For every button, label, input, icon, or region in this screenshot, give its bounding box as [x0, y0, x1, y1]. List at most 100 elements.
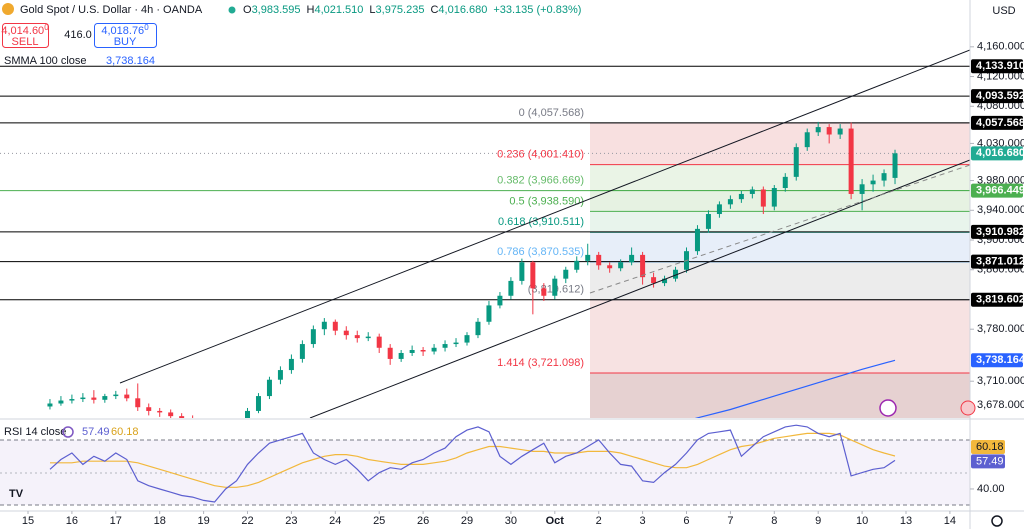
settings-icon[interactable]: [991, 515, 1003, 527]
x-tick-label: 26: [417, 515, 429, 527]
candle-body: [420, 350, 426, 352]
x-tick-label: 14: [944, 515, 956, 527]
x-tick-label: 9: [815, 515, 821, 527]
level-tag: 4,093.592: [976, 90, 1024, 102]
candle-body: [651, 277, 657, 284]
currency[interactable]: USD: [992, 5, 1015, 17]
candle-body: [826, 127, 832, 135]
candle-body: [815, 127, 821, 133]
fib-label: 0.786 (3,870.535): [497, 246, 584, 258]
candle-body: [563, 269, 569, 279]
candle-body: [266, 379, 272, 397]
x-tick-label: 23: [285, 515, 297, 527]
smma-tag-box: [971, 353, 1023, 368]
level-tag: 4,016.680: [976, 147, 1024, 159]
symbol[interactable]: Gold Spot / U.S. Dollar · 4h · OANDA: [20, 4, 203, 16]
level-tag: 3,871.012: [976, 255, 1024, 267]
rsi-ma-value: 60.18: [111, 426, 139, 438]
candle-body: [431, 347, 437, 352]
candle-body: [398, 352, 404, 359]
y-tick-label: 4,160.000: [977, 41, 1024, 53]
level-tag: 3,966.449: [976, 185, 1024, 197]
sell-button[interactable]: [2, 23, 49, 48]
candle-body: [453, 342, 459, 345]
ohlc-key: L: [369, 4, 375, 16]
candle-body: [354, 335, 360, 339]
axes: 4,160.0004,120.0004,080.0004,030.0003,98…: [22, 41, 1024, 527]
y-tick-label: 3,980.000: [977, 174, 1024, 186]
x-tick-label: 8: [771, 515, 777, 527]
symbol-icon: [2, 3, 14, 15]
candle-body: [277, 370, 283, 380]
y-tick-label: 3,710.000: [977, 375, 1024, 387]
x-tick-label: 7: [727, 515, 733, 527]
y-tick-label: 4,120.000: [977, 70, 1024, 82]
alert-icon[interactable]: [879, 399, 897, 417]
channel-lower: [309, 159, 970, 418]
fib-zone: [590, 299, 970, 373]
smma-title: SMMA 100 close: [4, 55, 87, 67]
level-tag: 3,819.602: [976, 294, 1024, 306]
candle-body: [146, 407, 152, 411]
candle-body: [716, 204, 722, 215]
candle-body: [245, 410, 251, 418]
x-tick-label: 15: [22, 515, 34, 527]
level-tag-box: [971, 254, 1023, 269]
candle-body: [168, 412, 174, 417]
candle-body: [69, 399, 75, 401]
candle-body: [113, 394, 119, 397]
price-pane: 0 (4,057.568) 0.236 (4,001.410) 0.382 (3,9…: [0, 65, 970, 418]
candle-body: [376, 336, 382, 348]
candle-body: [629, 254, 635, 263]
candle-body: [409, 350, 415, 353]
fib-label: 0.236 (4,001.410): [497, 149, 584, 161]
candle-body: [332, 321, 338, 331]
level-tag: 3,910.982: [976, 226, 1024, 238]
event-icon[interactable]: [960, 400, 976, 416]
candle-body: [299, 344, 305, 359]
fib-label: 0.618 (3,910.511): [498, 216, 584, 228]
ohlc-value: 3,975.235: [376, 4, 425, 16]
candle-body: [365, 336, 371, 339]
candle-body: [288, 358, 294, 371]
candle-body: [157, 410, 163, 413]
x-tick-label: 2: [596, 515, 602, 527]
candle-body: [255, 396, 261, 411]
ohlc-value: 3,983.595: [252, 4, 301, 16]
fib-label: 0.382 (3,966.669): [497, 174, 584, 186]
candle-body: [640, 254, 646, 278]
candle-body: [124, 394, 130, 399]
candle-body: [475, 321, 481, 336]
candle-body: [705, 214, 711, 229]
ohlc-value: 4,016.680: [438, 4, 487, 16]
fib-label: 1.414 (3,721.098): [497, 357, 584, 369]
channel-upper: [119, 49, 970, 384]
buy-button[interactable]: [94, 23, 157, 48]
candle-body: [310, 329, 316, 345]
fib-zone: [590, 122, 970, 165]
x-tick-label: 30: [505, 515, 517, 527]
smma-value: 3,738.164: [106, 55, 155, 67]
level-tag-box: [971, 224, 1023, 239]
candle-body: [508, 280, 514, 296]
smma-tag: 3,738.164: [976, 354, 1024, 366]
rsi-icon[interactable]: [62, 426, 74, 438]
candle-body: [837, 128, 843, 135]
x-tick-label: 22: [241, 515, 253, 527]
rsi-ma-tag: 60.18: [976, 441, 1004, 453]
x-tick-label: 29: [461, 515, 473, 527]
fib-zone: [590, 211, 970, 233]
candle-body: [859, 184, 865, 194]
x-tick-label: 24: [329, 515, 341, 527]
candle-body: [673, 269, 679, 279]
x-tick-label: 10: [856, 515, 868, 527]
candle-body: [607, 265, 613, 269]
rsi-tick-label: 40.00: [977, 483, 1005, 495]
buy-price: 4,018.760: [101, 23, 149, 37]
rsi-line: [49, 424, 896, 503]
x-tick-label: 17: [110, 515, 122, 527]
candle-body: [848, 128, 854, 194]
x-tick-label: 3: [640, 515, 646, 527]
level-tag-box: [971, 183, 1023, 198]
